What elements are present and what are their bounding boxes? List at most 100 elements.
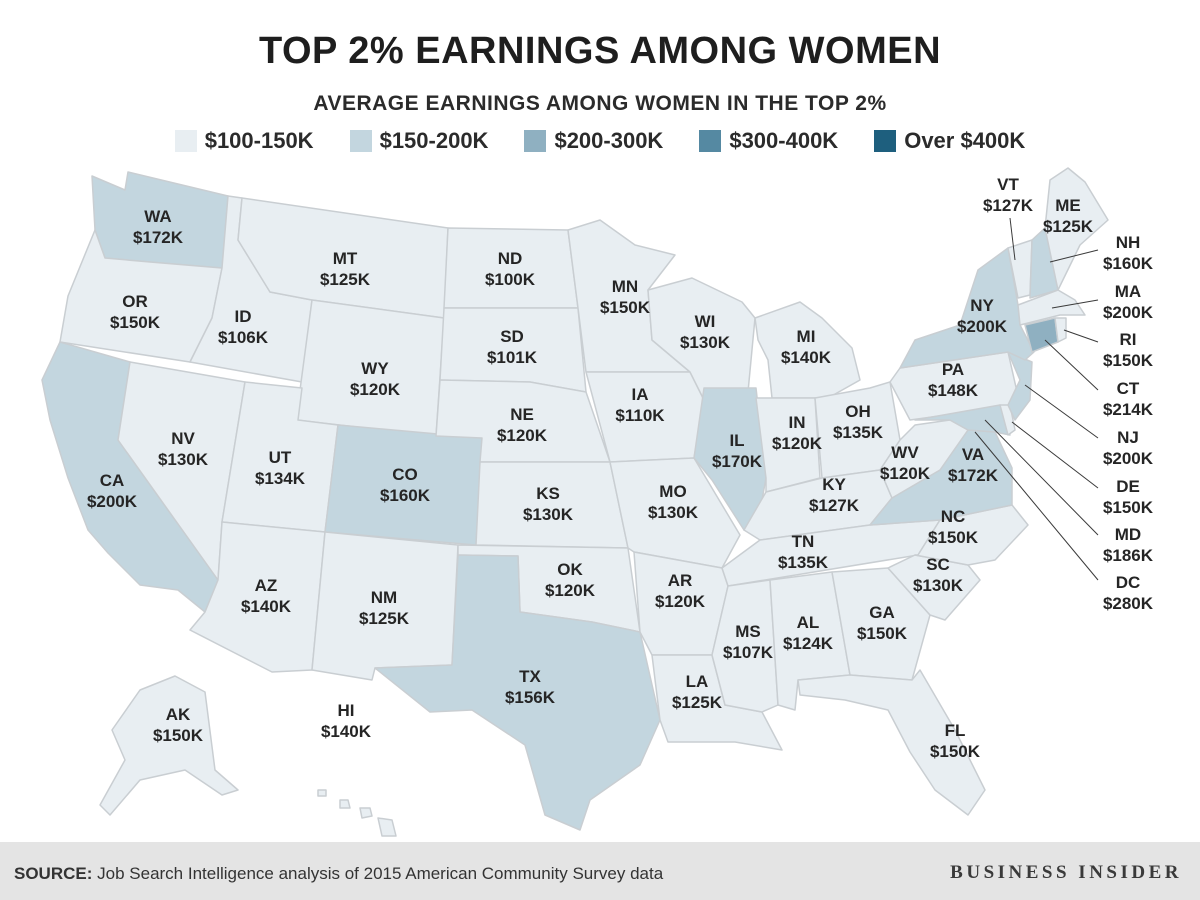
legend-label: $100-150K xyxy=(204,128,314,153)
value-ak: $150K xyxy=(153,726,204,745)
label-nj: NJ xyxy=(1117,428,1139,447)
chart-title: TOP 2% EARNINGS AMONG WOMEN xyxy=(258,30,942,72)
label-ak: AK xyxy=(166,705,191,724)
value-me: $125K xyxy=(1043,217,1094,236)
label-ma: MA xyxy=(1115,282,1141,301)
value-ia: $110K xyxy=(615,406,665,425)
label-dc: DC xyxy=(1116,573,1141,592)
legend-item-150-200k: $150-200K xyxy=(349,128,489,154)
state-ri xyxy=(1054,317,1067,343)
value-sd: $101K xyxy=(487,348,538,367)
value-pa: $148K xyxy=(928,381,979,400)
label-md: MD xyxy=(1115,525,1141,544)
value-tx: $156K xyxy=(505,688,556,707)
label-al: AL xyxy=(797,613,820,632)
source-text: Job Search Intelligence analysis of 2015… xyxy=(97,864,664,883)
label-ky: KY xyxy=(822,475,846,494)
leader-nh xyxy=(1049,249,1099,263)
value-ok: $120K xyxy=(545,581,596,600)
value-nc: $150K xyxy=(928,528,979,547)
label-ny: NY xyxy=(970,296,994,315)
label-de: DE xyxy=(1116,477,1140,496)
state-nd xyxy=(443,227,579,309)
legend-label: Over $400K xyxy=(904,128,1026,153)
label-wi: WI xyxy=(695,312,716,331)
legend-swatch xyxy=(349,130,372,152)
state-co xyxy=(324,424,483,546)
value-nm: $125K xyxy=(359,609,410,628)
legend-label: $200-300K xyxy=(554,128,664,153)
state-labels: WA $172K OR $150K CA $200K ID $106K NV $… xyxy=(87,175,1154,761)
leader-md xyxy=(984,419,1099,536)
value-ky: $127K xyxy=(809,496,860,515)
state-pa xyxy=(889,351,1021,421)
label-sd: SD xyxy=(500,327,524,346)
label-ga: GA xyxy=(869,603,895,622)
value-al: $124K xyxy=(783,634,834,653)
source-label: SOURCE: xyxy=(14,864,93,883)
state-nj xyxy=(1007,351,1033,421)
footer: SOURCE: Job Search Intelligence analysis… xyxy=(0,842,1200,900)
label-wa: WA xyxy=(144,207,171,226)
value-nh: $160K xyxy=(1103,254,1154,273)
label-pa: PA xyxy=(942,360,964,379)
state-ma xyxy=(1017,289,1086,326)
legend-item-100-150k: $100-150K xyxy=(174,128,314,154)
label-co: CO xyxy=(392,465,418,484)
label-ne: NE xyxy=(510,405,534,424)
value-ne: $120K xyxy=(497,426,548,445)
value-wi: $130K xyxy=(680,333,731,352)
label-ut: UT xyxy=(269,448,292,467)
state-ak xyxy=(99,675,239,816)
label-ks: KS xyxy=(536,484,560,503)
value-fl: $150K xyxy=(930,742,981,761)
label-sc: SC xyxy=(926,555,950,574)
value-or: $150K xyxy=(110,313,161,332)
value-md: $186K xyxy=(1103,546,1154,565)
value-dc: $280K xyxy=(1103,594,1154,613)
value-nd: $100K xyxy=(485,270,536,289)
label-mt: MT xyxy=(333,249,358,268)
value-la: $125K xyxy=(672,693,723,712)
value-ma: $200K xyxy=(1103,303,1154,322)
legend-item-200-300k: $200-300K xyxy=(524,128,663,154)
label-nh: NH xyxy=(1116,233,1141,252)
state-ct xyxy=(1024,317,1059,353)
state-ga xyxy=(831,567,931,681)
leader-dc xyxy=(974,431,1099,581)
value-ms: $107K xyxy=(723,643,774,662)
value-mn: $150K xyxy=(600,298,651,317)
state-fl xyxy=(797,669,986,816)
label-mn: MN xyxy=(612,277,638,296)
label-id: ID xyxy=(235,307,252,326)
value-tn: $135K xyxy=(778,553,829,572)
value-ri: $150K xyxy=(1103,351,1154,370)
label-tn: TN xyxy=(792,532,815,551)
label-ia: IA xyxy=(632,385,649,404)
value-mt: $125K xyxy=(320,270,371,289)
label-nm: NM xyxy=(371,588,397,607)
legend-swatch xyxy=(174,130,197,152)
label-ar: AR xyxy=(668,571,693,590)
value-mo: $130K xyxy=(648,503,699,522)
value-ut: $134K xyxy=(255,469,306,488)
value-nj: $200K xyxy=(1103,449,1154,468)
leader-nj xyxy=(1024,384,1099,439)
label-il: IL xyxy=(729,431,744,450)
label-oh: OH xyxy=(845,402,871,421)
label-in: IN xyxy=(789,413,806,432)
legend-swatch xyxy=(699,130,722,152)
value-ct: $214K xyxy=(1103,400,1154,419)
label-ct: CT xyxy=(1117,379,1140,398)
label-vt: VT xyxy=(997,175,1019,194)
label-hi: HI xyxy=(338,701,355,720)
label-fl: FL xyxy=(945,721,966,740)
leader-de xyxy=(1011,421,1099,489)
value-nv: $130K xyxy=(158,450,209,469)
legend-swatch xyxy=(874,130,897,152)
label-va: VA xyxy=(962,445,984,464)
leader-ri xyxy=(1063,329,1099,343)
legend-item-over-400k: Over $400K xyxy=(874,128,1025,154)
legend-label: $150-200K xyxy=(379,128,489,153)
label-la: LA xyxy=(686,672,709,691)
